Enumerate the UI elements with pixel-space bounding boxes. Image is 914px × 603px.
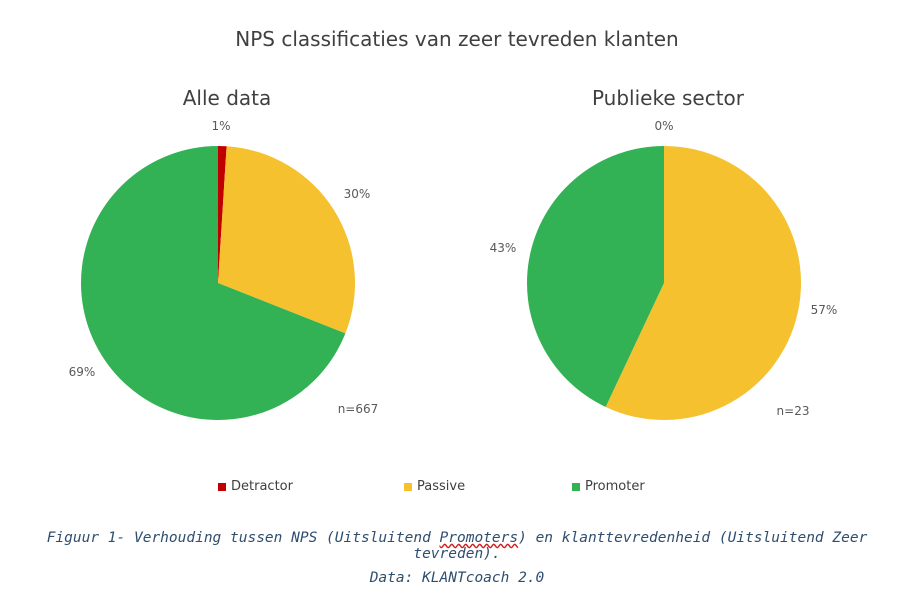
pie0-slice-passive [218, 146, 355, 334]
pie1-sample-size: n=23 [777, 404, 810, 418]
figure-caption: Figuur 1- Verhouding tussen NPS (Uitslui… [0, 530, 914, 562]
pie0-label-detractor: 1% [211, 119, 230, 133]
pie1-label-passive: 57% [811, 303, 838, 317]
legend-label-promoter: Promoter [585, 479, 645, 494]
legend-swatch-detractor [218, 482, 226, 491]
pie-title-alle-data: Alle data [182, 86, 272, 110]
pie0-slice-promoter [81, 146, 346, 420]
legend-label-passive: Passive [417, 479, 466, 494]
pie0-slice-detractor [218, 146, 227, 283]
chart-title: NPS classificaties van zeer tevreden kla… [235, 27, 679, 51]
pie1-slice-promoter [526, 146, 664, 407]
caption-part-b: Promoters [439, 530, 519, 546]
caption-part-a: Figuur 1- Verhouding tussen NPS (Uitslui… [46, 530, 440, 546]
legend-swatch-passive [404, 482, 412, 491]
pie0-label-passive: 30% [344, 187, 371, 201]
pie-title-publieke-sector: Publieke sector [591, 86, 745, 110]
legend-item-promoter: Promoter [572, 479, 645, 494]
legend-label-detractor: Detractor [231, 479, 293, 494]
legend-item-passive: Passive [404, 479, 465, 494]
pie1-label-promoter: 43% [490, 241, 517, 255]
data-source: Data: KLANTcoach 2.0 [369, 570, 545, 586]
legend-item-detractor: Detractor [218, 479, 293, 494]
pie0-sample-size: n=667 [338, 402, 379, 416]
pie1-label-detractor: 0% [654, 119, 673, 133]
pie1-slice-passive [605, 146, 801, 420]
legend-swatch-promoter [572, 482, 580, 491]
pie0-label-promoter: 69% [69, 365, 96, 379]
caption-part-c: ) en klanttevredenheid (Uitsluitend Zeer… [413, 530, 868, 562]
